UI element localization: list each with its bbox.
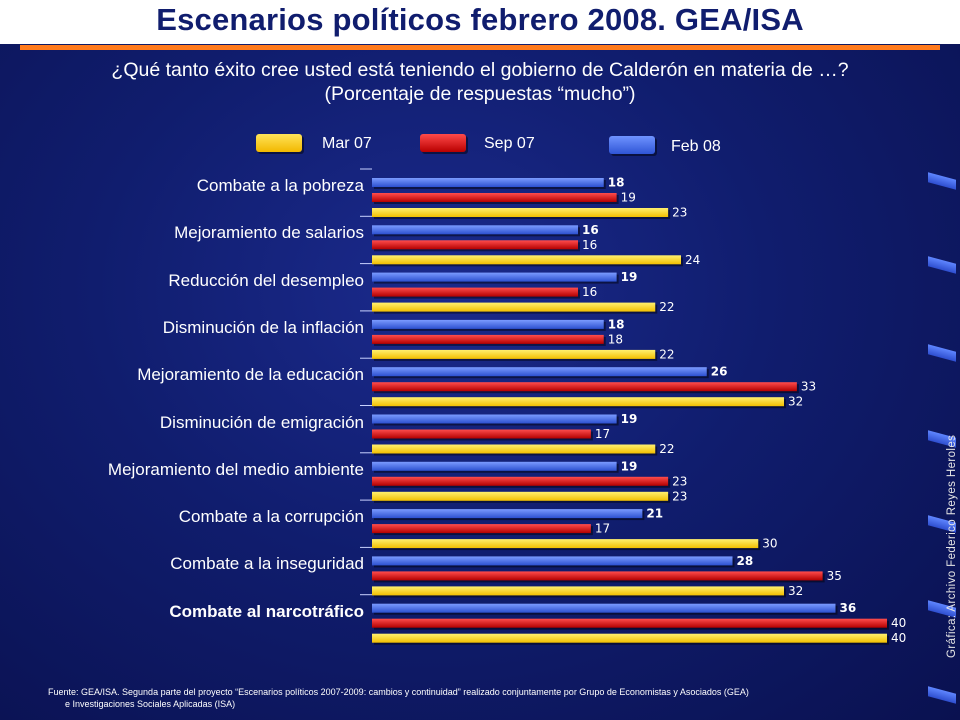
bar-feb08 <box>372 603 836 613</box>
title-band <box>0 0 960 44</box>
chart-legend: Mar 07 Sep 07 Feb 08 <box>0 132 960 158</box>
bar-sep07 <box>372 571 823 581</box>
data-label-feb08: 28 <box>737 554 754 568</box>
category-label: Combate a la inseguridad <box>170 554 364 574</box>
bar-mar07 <box>372 539 759 549</box>
data-label-mar07: 24 <box>685 253 700 267</box>
legend-swatch-feb08 <box>609 136 655 154</box>
data-label-feb08: 26 <box>711 365 728 379</box>
bar-sep07 <box>372 618 887 628</box>
data-label-feb08: 19 <box>621 270 638 284</box>
bar-mar07 <box>372 491 669 501</box>
category-label: Disminución de emigración <box>159 412 364 432</box>
title-underline <box>20 45 940 50</box>
data-label-feb08: 21 <box>646 507 663 521</box>
page-title: Escenarios políticos febrero 2008. GEA/I… <box>156 2 804 37</box>
data-label-sep07: 23 <box>672 474 687 488</box>
bar-sep07 <box>372 382 797 392</box>
bar-sep07 <box>372 524 591 534</box>
bar-sep07 <box>372 287 578 297</box>
data-label-mar07: 22 <box>659 300 674 314</box>
legend-swatch-sep07 <box>420 134 466 152</box>
bar-sep07 <box>372 240 578 250</box>
data-label-sep07: 16 <box>582 238 597 252</box>
data-label-mar07: 23 <box>672 489 687 503</box>
legend-label-feb08: Feb 08 <box>671 138 721 155</box>
bar-feb08 <box>372 319 604 329</box>
data-label-mar07: 22 <box>659 442 674 456</box>
bar-mar07 <box>372 586 784 596</box>
bar-mar07 <box>372 208 669 217</box>
source-line-1: Fuente: GEA/ISA. Segunda parte del proye… <box>48 687 749 697</box>
data-label-feb08: 19 <box>621 459 638 473</box>
data-label-mar07: 40 <box>891 631 906 645</box>
bar-feb08 <box>372 414 617 424</box>
bar-mar07 <box>372 444 656 454</box>
data-label-feb08: 18 <box>608 317 625 331</box>
legend-label-mar07: Mar 07 <box>322 135 372 152</box>
data-label-sep07: 19 <box>621 191 636 205</box>
data-label-mar07: 32 <box>788 395 803 409</box>
data-label-sep07: 40 <box>891 616 906 630</box>
bar-feb08 <box>372 461 617 471</box>
bar-feb08 <box>372 225 578 235</box>
bar-sep07 <box>372 193 617 202</box>
category-label: Disminución de la inflación <box>162 317 364 337</box>
legend-label-sep07: Sep 07 <box>484 135 535 152</box>
data-label-feb08: 36 <box>840 601 857 615</box>
category-label: Mejoramiento del medio ambiente <box>107 459 364 479</box>
bar-sep07 <box>372 429 591 439</box>
data-label-feb08: 19 <box>621 412 638 426</box>
category-label: Combate a la pobreza <box>196 176 364 195</box>
data-label-sep07: 35 <box>827 569 842 583</box>
data-label-mar07: 30 <box>762 537 777 551</box>
category-label: Combate a la corrupción <box>178 507 364 527</box>
subtitle-line-1: ¿Qué tanto éxito cree usted está teniend… <box>111 59 849 81</box>
data-label-sep07: 18 <box>608 332 623 346</box>
data-label-sep07: 16 <box>582 285 597 299</box>
data-label-sep07: 17 <box>595 427 610 441</box>
bar-sep07 <box>372 334 604 344</box>
chart-question: ¿Qué tanto éxito cree usted está teniend… <box>60 58 900 106</box>
bar-mar07 <box>372 255 681 265</box>
category-label: Combate al narcotráfico <box>169 601 364 621</box>
data-label-mar07: 22 <box>659 347 674 361</box>
side-credit: Gráfica: Archivo Federico Reyes Heroles <box>946 434 958 658</box>
data-label-sep07: 33 <box>801 380 816 394</box>
category-label: Mejoramiento de la educación <box>137 365 364 385</box>
bar-mar07 <box>372 302 656 312</box>
subtitle-line-2: (Porcentaje de respuestas “mucho”) <box>324 83 636 105</box>
legend-swatch-mar07 <box>256 134 302 152</box>
bar-feb08 <box>372 509 643 519</box>
source-note: Fuente: GEA/ISA. Segunda parte del proye… <box>48 686 938 710</box>
bar-feb08 <box>372 178 604 187</box>
bar-mar07 <box>372 349 656 359</box>
bar-feb08 <box>372 367 707 377</box>
bar-mar07 <box>372 633 887 643</box>
category-label: Mejoramiento de salarios <box>174 223 364 243</box>
bar-feb08 <box>372 272 617 282</box>
category-label: Reducción del desempleo <box>168 270 364 290</box>
source-line-2: e Investigaciones Sociales Aplicadas (IS… <box>65 699 236 709</box>
data-label-feb08: 18 <box>608 176 625 190</box>
data-label-mar07: 32 <box>788 584 803 598</box>
data-label-mar07: 23 <box>672 206 687 220</box>
bar-mar07 <box>372 397 784 407</box>
bar-feb08 <box>372 556 733 566</box>
data-label-sep07: 17 <box>595 522 610 536</box>
data-label-feb08: 16 <box>582 223 599 237</box>
bar-sep07 <box>372 476 669 486</box>
